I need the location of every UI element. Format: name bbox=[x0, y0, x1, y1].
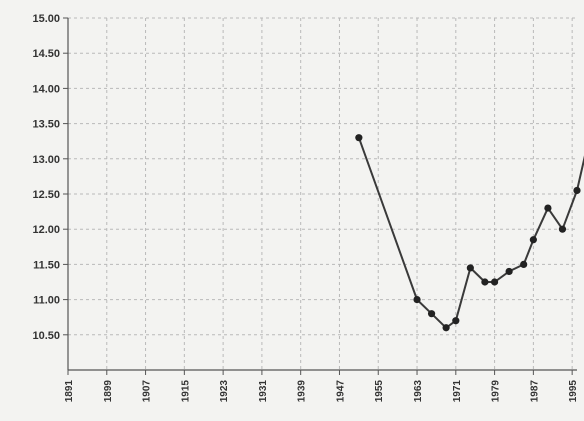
x-tick-label: 1891 bbox=[64, 380, 75, 403]
y-tick-label: 14.00 bbox=[32, 83, 60, 95]
data-point bbox=[481, 278, 489, 286]
data-point bbox=[452, 317, 460, 325]
x-tick-label: 1907 bbox=[142, 380, 153, 403]
y-tick-label: 13.50 bbox=[32, 119, 60, 131]
tick-label-layer: 10.50 11.00 11.50 12.00 12.50 13.00 13.50 14.00… bbox=[32, 13, 579, 403]
x-tick-label: 1931 bbox=[258, 380, 269, 403]
y-tick-label: 11.00 bbox=[33, 295, 60, 307]
x-tick-label: 1939 bbox=[297, 380, 308, 403]
x-tick-label: 1923 bbox=[219, 380, 230, 403]
y-tick-label: 14.50 bbox=[32, 48, 60, 60]
series-line bbox=[357, 137, 584, 329]
x-tick-label: 1947 bbox=[335, 380, 346, 403]
x-tick-label: 1987 bbox=[529, 380, 540, 403]
data-point bbox=[558, 225, 567, 233]
data-point bbox=[490, 278, 499, 286]
y-tick-label: 10.50 bbox=[32, 330, 60, 342]
data-point bbox=[442, 324, 450, 332]
y-tick-label: 11.50 bbox=[33, 259, 60, 271]
data-point bbox=[505, 267, 513, 276]
x-tick-label: 1963 bbox=[413, 380, 424, 403]
series-layer bbox=[355, 134, 584, 332]
axis-layer bbox=[63, 17, 577, 375]
x-tick-label: 1915 bbox=[180, 380, 191, 403]
y-tick-label: 15.00 bbox=[32, 13, 60, 25]
data-point bbox=[520, 260, 528, 268]
data-point bbox=[573, 186, 581, 195]
data-point bbox=[529, 236, 537, 244]
y-tick-label: 12.00 bbox=[32, 224, 60, 236]
data-point bbox=[466, 264, 474, 272]
data-point bbox=[427, 310, 436, 318]
grid-layer bbox=[67, 17, 577, 370]
x-tick-label: 1955 bbox=[374, 380, 385, 403]
data-point bbox=[413, 296, 421, 304]
y-tick-label: 12.50 bbox=[32, 189, 60, 201]
data-point bbox=[355, 134, 363, 142]
x-tick-label: 1899 bbox=[103, 380, 114, 403]
data-point bbox=[544, 204, 552, 212]
x-tick-label: 1971 bbox=[452, 380, 463, 403]
y-tick-label: 13.00 bbox=[32, 154, 60, 166]
x-tick-label: 1995 bbox=[568, 380, 579, 403]
x-tick-label: 1979 bbox=[491, 380, 502, 403]
